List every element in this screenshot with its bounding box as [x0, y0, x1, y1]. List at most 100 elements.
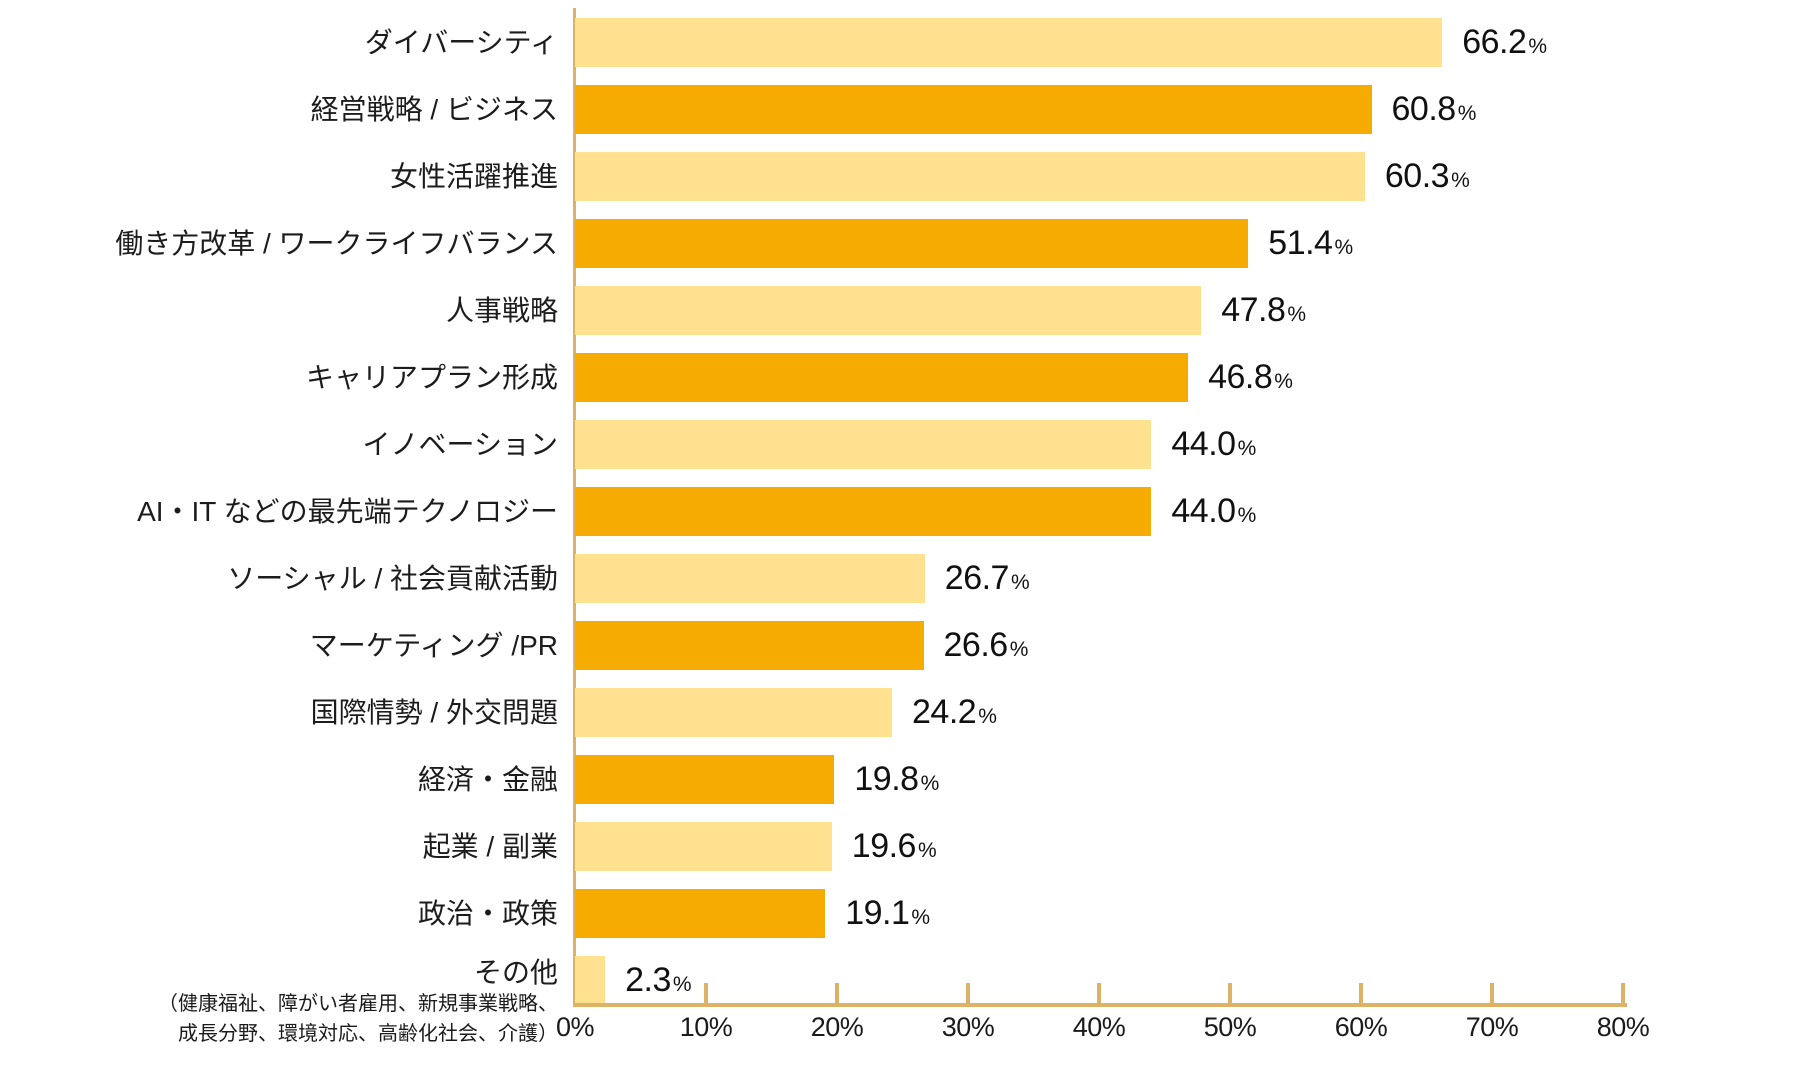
- category-label: 女性活躍推進: [0, 160, 575, 194]
- category-label: その他 （健康福祉、障がい者雇用、新規事業戦略、成長分野、環境対応、高齢化社会、介…: [0, 956, 575, 1050]
- bar-row: ソーシャル / 社会貢献活動 26.7%: [0, 554, 1800, 603]
- percent-sign: %: [1457, 102, 1477, 125]
- percent-sign: %: [1287, 303, 1307, 326]
- bar-row: 経営戦略 / ビジネス 60.8%: [0, 85, 1800, 134]
- bar-row: 起業 / 副業 19.6%: [0, 822, 1800, 871]
- x-axis-tick-label: 40%: [1072, 1012, 1126, 1042]
- percent-sign: %: [1274, 370, 1293, 393]
- category-label-text: 経営戦略 / ビジネス: [310, 93, 558, 125]
- value-label: 26.7%: [945, 559, 1030, 598]
- bars: ダイバーシティ 66.2% 経営戦略 / ビジネス 60.8% 女性活躍推進 60.3% 働…: [0, 18, 1800, 1045]
- category-label: 人事戦略: [0, 294, 575, 328]
- bar: [575, 487, 1152, 536]
- bar-row: その他 （健康福祉、障がい者雇用、新規事業戦略、成長分野、環境対応、高齢化社会、介…: [0, 956, 1800, 1045]
- category-label: 経営戦略 / ビジネス: [0, 93, 575, 127]
- bar: [575, 554, 925, 603]
- value-number: 2.3: [625, 961, 671, 999]
- x-axis-tick: [966, 983, 970, 1003]
- category-label: 働き方改革 / ワークライフバランス: [0, 227, 575, 261]
- x-axis-tick-label: 30%: [941, 1012, 995, 1042]
- bar-track: 60.3%: [575, 152, 1800, 201]
- value-number: 19.1: [845, 894, 910, 932]
- value-label: 60.8%: [1392, 90, 1477, 129]
- percent-sign: %: [978, 705, 997, 728]
- value-label: 19.8%: [854, 760, 939, 799]
- bar-track: 51.4%: [575, 219, 1800, 268]
- category-label-text: AI・IT などの最先端テクノロジー: [137, 495, 558, 527]
- value-number: 19.6: [851, 827, 917, 865]
- y-axis-line: [573, 8, 576, 1007]
- bar: [575, 286, 1202, 335]
- bar-track: 46.8%: [575, 353, 1800, 402]
- percent-sign: %: [1528, 35, 1548, 58]
- value-number: 47.8: [1221, 291, 1286, 329]
- x-axis-tick-label: 10%: [679, 1012, 733, 1042]
- x-axis-tick: [1359, 983, 1363, 1003]
- value-label: 66.2%: [1462, 23, 1547, 62]
- percent-sign: %: [920, 772, 940, 795]
- bar-row: 政治・政策 19.1%: [0, 889, 1800, 938]
- category-label-text: 経済・金融: [417, 763, 558, 795]
- bar-row: イノベーション 44.0%: [0, 420, 1800, 469]
- bar-row: 国際情勢 / 外交問題 24.2%: [0, 688, 1800, 737]
- category-label: イノベーション: [0, 428, 575, 462]
- value-label: 44.0%: [1171, 425, 1256, 464]
- category-label-text: 政治・政策: [417, 897, 558, 929]
- bar: [575, 420, 1152, 469]
- bar: [575, 85, 1372, 134]
- category-note-line: 成長分野、環境対応、高齢化社会、介護）: [178, 1023, 558, 1046]
- bar-track: 47.8%: [575, 286, 1800, 335]
- bar: [575, 219, 1249, 268]
- category-label: 経済・金融: [0, 763, 575, 797]
- bar: [575, 889, 826, 938]
- bar-track: 19.1%: [575, 889, 1800, 938]
- category-note-line: （健康福祉、障がい者雇用、新規事業戦略、: [158, 993, 558, 1016]
- percent-sign: %: [917, 839, 937, 862]
- bar-track: 66.2%: [575, 18, 1800, 67]
- value-number: 51.4: [1268, 224, 1333, 262]
- x-axis-tick-label: 20%: [810, 1012, 864, 1042]
- x-axis-tick-label: 80%: [1596, 1012, 1650, 1042]
- value-number: 66.2: [1462, 23, 1527, 61]
- x-axis-line: [575, 1003, 1627, 1007]
- value-label: 19.6%: [852, 827, 937, 866]
- bar-track: 60.8%: [575, 85, 1800, 134]
- category-label-text: 国際情勢 / 外交問題: [310, 696, 558, 728]
- category-label-text: 女性活躍推進: [389, 160, 558, 192]
- bar-track: 26.7%: [575, 554, 1800, 603]
- value-label: 19.1%: [845, 894, 930, 933]
- value-number: 24.2: [912, 693, 977, 731]
- bar: [575, 688, 892, 737]
- bar-track: 26.6%: [575, 621, 1800, 670]
- x-axis-tick-label: 60%: [1334, 1012, 1388, 1042]
- category-label: AI・IT などの最先端テクノロジー: [0, 495, 575, 529]
- category-label: マーケティング /PR: [0, 629, 575, 663]
- bar-row: マーケティング /PR 26.6%: [0, 621, 1800, 670]
- category-label-text: その他: [473, 956, 558, 988]
- percent-sign: %: [1237, 504, 1257, 527]
- bar-row: AI・IT などの最先端テクノロジー 44.0%: [0, 487, 1800, 536]
- bar-row: キャリアプラン形成 46.8%: [0, 353, 1800, 402]
- bar: [575, 18, 1443, 67]
- category-label-text: マーケティング /PR: [309, 629, 558, 661]
- category-label-text: 起業 / 副業: [422, 830, 558, 862]
- x-axis-tick: [1490, 983, 1494, 1003]
- bar: [575, 152, 1365, 201]
- bar-track: 24.2%: [575, 688, 1800, 737]
- value-label: 47.8%: [1221, 291, 1306, 330]
- value-label: 44.0%: [1171, 492, 1256, 531]
- value-number: 26.6: [943, 626, 1009, 664]
- bar-track: 2.3%: [575, 956, 1800, 1005]
- value-label: 46.8%: [1208, 358, 1293, 397]
- value-number: 26.7: [944, 559, 1010, 597]
- category-label-text: ダイバーシティ: [364, 26, 558, 58]
- value-label: 51.4%: [1268, 224, 1353, 263]
- percent-sign: %: [1010, 571, 1030, 594]
- bar-row: 女性活躍推進 60.3%: [0, 152, 1800, 201]
- value-number: 19.8: [854, 760, 919, 798]
- value-number: 60.8: [1391, 90, 1457, 128]
- bar-row: 人事戦略 47.8%: [0, 286, 1800, 335]
- percent-sign: %: [1334, 236, 1354, 259]
- category-label: 起業 / 副業: [0, 830, 575, 864]
